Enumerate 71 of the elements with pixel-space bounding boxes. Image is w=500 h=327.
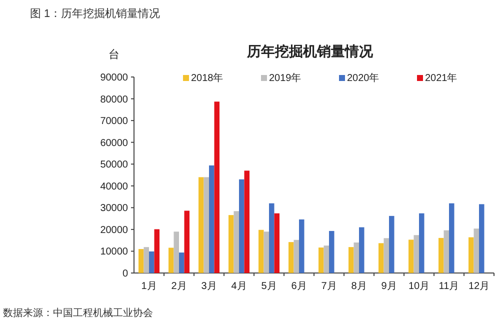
bar: [214, 102, 220, 273]
bar: [168, 248, 174, 273]
y-tick-label: 0: [122, 268, 128, 280]
bar: [468, 237, 474, 273]
x-tick-label: 5月: [261, 281, 277, 292]
chart-title: 历年挖掘机销量情况: [246, 43, 374, 59]
bar: [359, 227, 364, 273]
x-tick-label: 2月: [171, 281, 187, 292]
x-tick-label: 3月: [201, 281, 217, 292]
x-tick-label: 1月: [141, 281, 157, 292]
bar: [384, 238, 389, 273]
bar: [198, 177, 204, 273]
bar: [408, 240, 414, 273]
x-tick-label: 4月: [231, 281, 247, 292]
bar: [288, 242, 294, 273]
y-tick-label: 30000: [100, 203, 128, 214]
legend-label: 2018年: [191, 72, 224, 84]
legend-label: 2020年: [347, 72, 380, 84]
legend-label: 2021年: [425, 72, 458, 84]
x-tick-label: 10月: [408, 281, 430, 292]
bar: [154, 229, 160, 273]
bar: [174, 232, 179, 273]
bar: [244, 170, 250, 273]
bar: [419, 213, 424, 273]
x-tick-label: 12月: [468, 281, 490, 292]
bar: [329, 230, 334, 273]
chart-subtitle: 图 1：历年挖掘机销量情况: [30, 7, 160, 20]
x-tick-label: 6月: [291, 281, 307, 292]
bar: [269, 203, 274, 273]
bar: [294, 240, 299, 273]
bar: [324, 246, 329, 273]
y-tick-label: 10000: [100, 246, 128, 258]
y-tick-label: 70000: [100, 116, 128, 128]
bar: [438, 238, 444, 273]
bar: [348, 247, 354, 273]
y-axis-title: 台: [108, 48, 120, 61]
bar: [414, 235, 419, 273]
bar: [204, 177, 209, 273]
bar: [318, 248, 324, 273]
bar: [239, 179, 244, 273]
bar: [378, 243, 384, 273]
x-tick-label: 9月: [381, 281, 397, 292]
y-tick-label: 80000: [100, 94, 128, 106]
bar: [144, 247, 149, 273]
source-note: 数据来源：中国工程机械工业协会: [3, 307, 153, 319]
x-tick-label: 7月: [321, 281, 337, 292]
bar: [138, 249, 144, 273]
legend-label: 2019年: [269, 72, 302, 84]
x-tick-label: 8月: [351, 281, 367, 292]
y-tick-label: 60000: [100, 138, 128, 149]
bar: [299, 219, 304, 273]
bar: [179, 252, 184, 273]
x-tick-label: 11月: [438, 281, 460, 292]
bar: [184, 210, 190, 273]
bar: [209, 165, 214, 273]
bar: [258, 230, 264, 273]
y-tick-label: 40000: [100, 181, 128, 192]
bar: [149, 251, 154, 273]
bar: [444, 230, 449, 273]
bar: [274, 213, 280, 273]
bar: [449, 203, 454, 273]
bar: [474, 228, 479, 273]
y-tick-label: 90000: [100, 72, 128, 84]
bar: [228, 215, 234, 273]
bar: [479, 204, 484, 273]
bar: [354, 242, 359, 273]
y-tick-label: 20000: [100, 224, 128, 236]
bar: [234, 211, 239, 273]
y-tick-label: 50000: [100, 160, 128, 171]
bar: [264, 232, 269, 273]
bar: [389, 216, 394, 273]
